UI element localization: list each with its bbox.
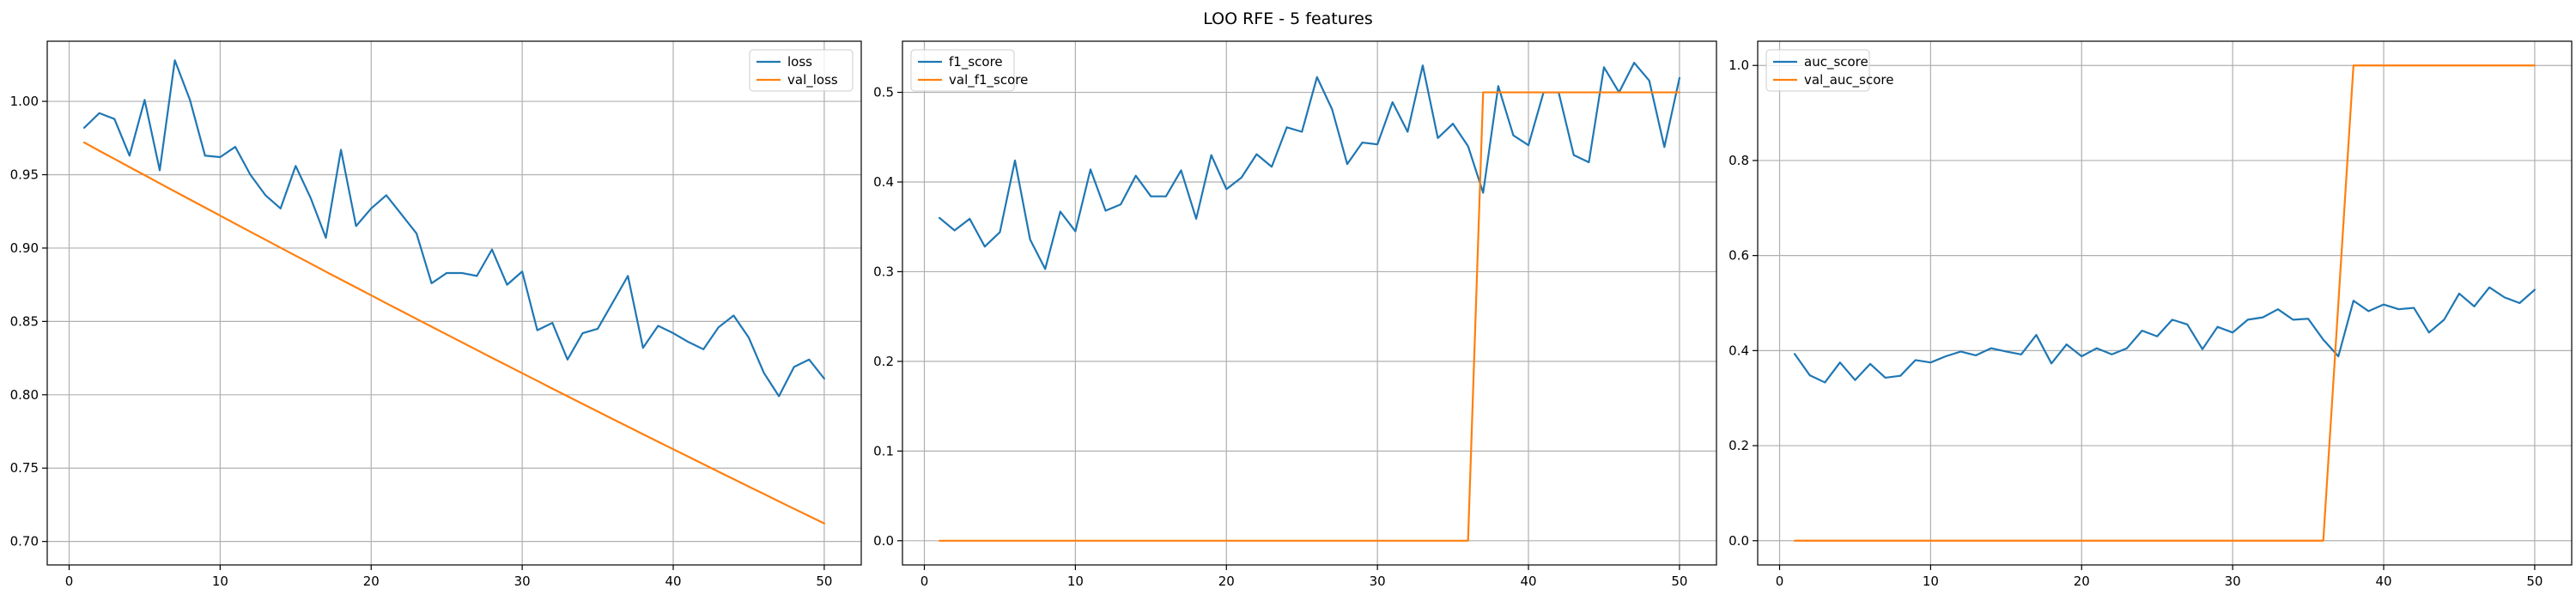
y-tick-label: 0.6 bbox=[1728, 248, 1749, 264]
legend-label-val_auc_score: val_auc_score bbox=[1804, 72, 1894, 88]
x-tick-label: 10 bbox=[1923, 574, 1939, 589]
y-tick-label: 0.75 bbox=[10, 460, 39, 476]
subplots: 0 10 20 30 40 500.700.750.800.850.900.951.00l… bbox=[10, 40, 2573, 589]
y-tick-label: 0.1 bbox=[873, 443, 894, 458]
series-line-loss bbox=[82, 59, 826, 398]
legend-label-val_loss: val_loss bbox=[787, 72, 838, 88]
legend-label-f1_score: f1_score bbox=[949, 54, 1003, 70]
subplot-2: 0 10 20 30 40 50 0.0 0.1 0.2 0.3 0.4 0.5 f1_scoreval… bbox=[873, 40, 1717, 589]
x-tick-label: 0 bbox=[920, 574, 929, 589]
x-tick-label: 30 bbox=[1370, 574, 1386, 589]
y-tick-label: 0.5 bbox=[873, 85, 894, 100]
y-tick-label: 0.8 bbox=[1728, 153, 1749, 168]
legend: loss val_loss bbox=[749, 49, 854, 92]
series-line-val_f1_score bbox=[938, 91, 1681, 542]
subplot-1: 0 10 20 30 40 50 0.70 0.75 0.80 0.85 0.90 0.95 1.00 l… bbox=[10, 40, 862, 589]
x-tick-label: 30 bbox=[514, 574, 531, 589]
subplot-3: 0 10 20 30 40 50 0.0 0.2 0.4 0.6 0.8 1.0 auc_scoreva… bbox=[1728, 40, 2573, 589]
y-tick-label: 0.0 bbox=[873, 533, 894, 549]
x-tick-label: 50 bbox=[1671, 574, 1687, 589]
x-tick-label: 20 bbox=[1218, 574, 1235, 589]
axes-frame bbox=[1757, 40, 2573, 566]
x-tick-label: 40 bbox=[2375, 574, 2391, 589]
axes-frame bbox=[902, 40, 1717, 566]
y-tick-label: 0.95 bbox=[10, 167, 39, 182]
y-tick-label: 1.00 bbox=[10, 94, 39, 109]
y-tick-label: 0.2 bbox=[873, 354, 894, 369]
x-tick-label: 20 bbox=[363, 574, 380, 589]
x-tick-label: 50 bbox=[2526, 574, 2543, 589]
y-tick-label: 0.3 bbox=[873, 264, 894, 279]
figure-title: LOO RFE - 5 features bbox=[1203, 9, 1373, 28]
legend: f1_score val_f1_score bbox=[910, 49, 1028, 92]
x-tick-label: 20 bbox=[2074, 574, 2090, 589]
y-tick-label: 0.90 bbox=[10, 240, 39, 256]
x-tick-label: 40 bbox=[665, 574, 681, 589]
y-tick-label: 1.0 bbox=[1728, 58, 1749, 73]
series-line-val_auc_score bbox=[1793, 64, 2537, 542]
x-tick-label: 0 bbox=[1776, 574, 1784, 589]
x-tick-label: 0 bbox=[65, 574, 74, 589]
x-tick-label: 10 bbox=[212, 574, 228, 589]
series-line-val_loss bbox=[82, 141, 826, 525]
legend-label-loss: loss bbox=[787, 54, 812, 70]
legend-label-val_f1_score: val_f1_score bbox=[949, 72, 1028, 88]
y-tick-label: 0.2 bbox=[1728, 438, 1749, 453]
y-tick-label: 0.85 bbox=[10, 313, 39, 329]
y-tick-label: 0.0 bbox=[1728, 533, 1749, 549]
legend: auc_score val_auc_score bbox=[1765, 49, 1894, 92]
x-tick-label: 10 bbox=[1067, 574, 1084, 589]
y-tick-label: 0.4 bbox=[873, 174, 894, 190]
y-tick-label: 0.70 bbox=[10, 534, 39, 549]
y-tick-label: 0.4 bbox=[1728, 343, 1749, 358]
legend-label-auc_score: auc_score bbox=[1804, 54, 1868, 70]
x-tick-label: 30 bbox=[2225, 574, 2241, 589]
axes-frame bbox=[46, 40, 862, 566]
x-tick-label: 50 bbox=[816, 574, 832, 589]
x-tick-label: 40 bbox=[1520, 574, 1536, 589]
series-line-auc_score bbox=[1793, 286, 2537, 384]
y-tick-label: 0.80 bbox=[10, 387, 39, 403]
